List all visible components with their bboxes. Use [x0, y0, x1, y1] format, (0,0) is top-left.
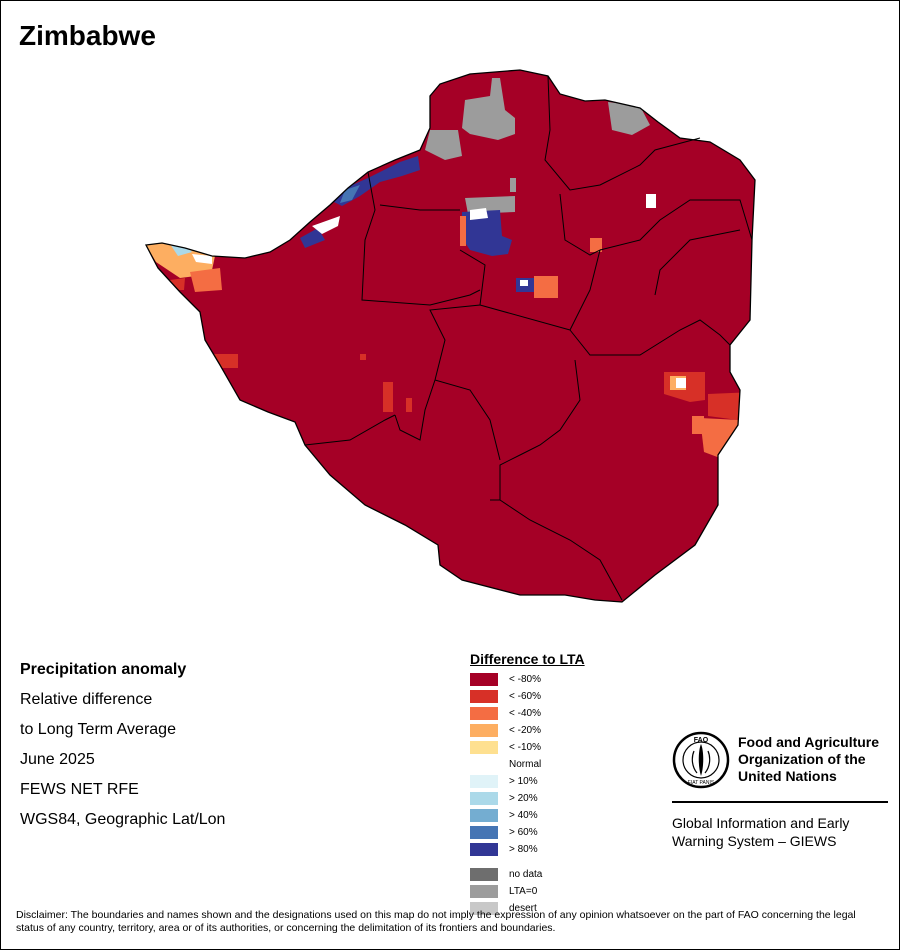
legend-extra-item: LTA=0 [470, 883, 585, 900]
map-title: Zimbabwe [19, 20, 156, 51]
info-panel: Precipitation anomaly Relative differenc… [20, 655, 225, 835]
lta-zero-area-northwest [425, 130, 462, 160]
legend-extra-label: no data [509, 869, 543, 880]
anomaly-normal-spot-northeast [646, 194, 656, 208]
legend-class-label: < -80% [509, 674, 541, 685]
info-line-2: to Long Term Average [20, 721, 176, 738]
legend-class-label: < -60% [509, 691, 541, 702]
lta-zero-spot [510, 178, 516, 192]
legend: Difference to LTA < -80% < -60% < -40% < -2… [470, 651, 585, 917]
fao-logo-icon: FAO FIAT PANIS [672, 731, 730, 789]
legend-class-label: > 60% [509, 827, 538, 838]
info-line-3: June 2025 [20, 751, 95, 768]
anomaly-above-80-central [462, 210, 512, 256]
legend-extra-label: LTA=0 [509, 886, 538, 897]
legend-class-swatch [470, 843, 498, 856]
legend-classes: < -80% < -60% < -40% < -20% < -10% Normal > 10… [470, 671, 585, 858]
legend-class-item: > 60% [470, 824, 585, 841]
anomaly-below-60-spot-4 [406, 398, 412, 412]
anomaly-above-80-west-border [300, 228, 325, 248]
lta-zero-area-northeast [608, 102, 650, 135]
legend-extra-swatch [470, 885, 498, 898]
legend-class-swatch [470, 792, 498, 805]
legend-class-swatch [470, 724, 498, 737]
anomaly-above-60-northwest [340, 185, 360, 203]
legend-class-label: > 20% [509, 793, 538, 804]
disclaimer: Disclaimer: The boundaries and names sho… [16, 909, 856, 934]
legend-extra-swatch [470, 868, 498, 881]
legend-extra-swatch [470, 902, 498, 915]
legend-class-swatch [470, 673, 498, 686]
province-boundaries [304, 75, 753, 601]
legend-class-item: < -20% [470, 722, 585, 739]
legend-extra-item: desert [470, 900, 585, 917]
legend-extra: no data LTA=0 desert [470, 866, 585, 917]
legend-class-swatch [470, 809, 498, 822]
legend-class-item: > 20% [470, 790, 585, 807]
legend-class-label: > 40% [509, 810, 538, 821]
fao-logo-motto: FIAT PANIS [688, 780, 715, 786]
anomaly-normal-central [470, 208, 488, 220]
anomaly-below-40-spot-east [590, 238, 602, 252]
legend-class-label: > 10% [509, 776, 538, 787]
legend-class-item: < -40% [470, 705, 585, 722]
anomaly-normal-east [676, 378, 686, 388]
legend-class-swatch [470, 758, 498, 771]
info-heading: Precipitation anomaly [20, 661, 187, 678]
legend-class-label: > 80% [509, 844, 538, 855]
lta-zero-area-north [462, 78, 515, 140]
legend-class-swatch [470, 690, 498, 703]
legend-extra-item: no data [470, 866, 585, 883]
fao-org-name: Food and Agriculture Organization of the… [738, 734, 880, 784]
fao-logo-letters: FAO [694, 737, 709, 744]
anomaly-normal-spot-central [520, 280, 528, 286]
info-line-5: WGS84, Geographic Lat/Lon [20, 811, 226, 828]
fao-divider [672, 801, 888, 803]
legend-class-item: > 80% [470, 841, 585, 858]
anomaly-below-60-east-border [708, 392, 755, 420]
anomaly-normal-west-tip [192, 254, 212, 264]
legend-class-swatch [470, 741, 498, 754]
legend-class-item: < -60% [470, 688, 585, 705]
legend-class-item: Normal [470, 756, 585, 773]
anomaly-below-60-spot-1 [212, 354, 238, 368]
anomaly-below-40-east-spot [692, 416, 704, 434]
legend-class-item: < -80% [470, 671, 585, 688]
legend-class-label: Normal [509, 759, 542, 770]
anomaly-below-40-west [190, 268, 222, 292]
anomaly-below-60-spot-2 [360, 354, 366, 360]
anomaly-below-40-central-edge [460, 216, 466, 246]
legend-class-item: < -10% [470, 739, 585, 756]
info-line-1: Relative difference [20, 691, 153, 708]
legend-title: Difference to LTA [470, 651, 585, 667]
legend-class-label: < -40% [509, 708, 541, 719]
info-line-4: FEWS NET RFE [20, 781, 139, 798]
giews-name: Global Information and Early Warning Sys… [672, 815, 850, 849]
legend-class-item: > 40% [470, 807, 585, 824]
legend-class-swatch [470, 707, 498, 720]
legend-class-item: > 10% [470, 773, 585, 790]
legend-extra-label: desert [509, 903, 537, 914]
zimbabwe-map [145, 69, 756, 603]
legend-class-swatch [470, 775, 498, 788]
anomaly-below-60-spot-3 [383, 382, 393, 412]
anomaly-below-40-spot-central [534, 276, 558, 298]
legend-class-swatch [470, 826, 498, 839]
legend-class-label: < -10% [509, 742, 541, 753]
legend-class-label: < -20% [509, 725, 541, 736]
anomaly-normal-west-border [312, 216, 340, 234]
